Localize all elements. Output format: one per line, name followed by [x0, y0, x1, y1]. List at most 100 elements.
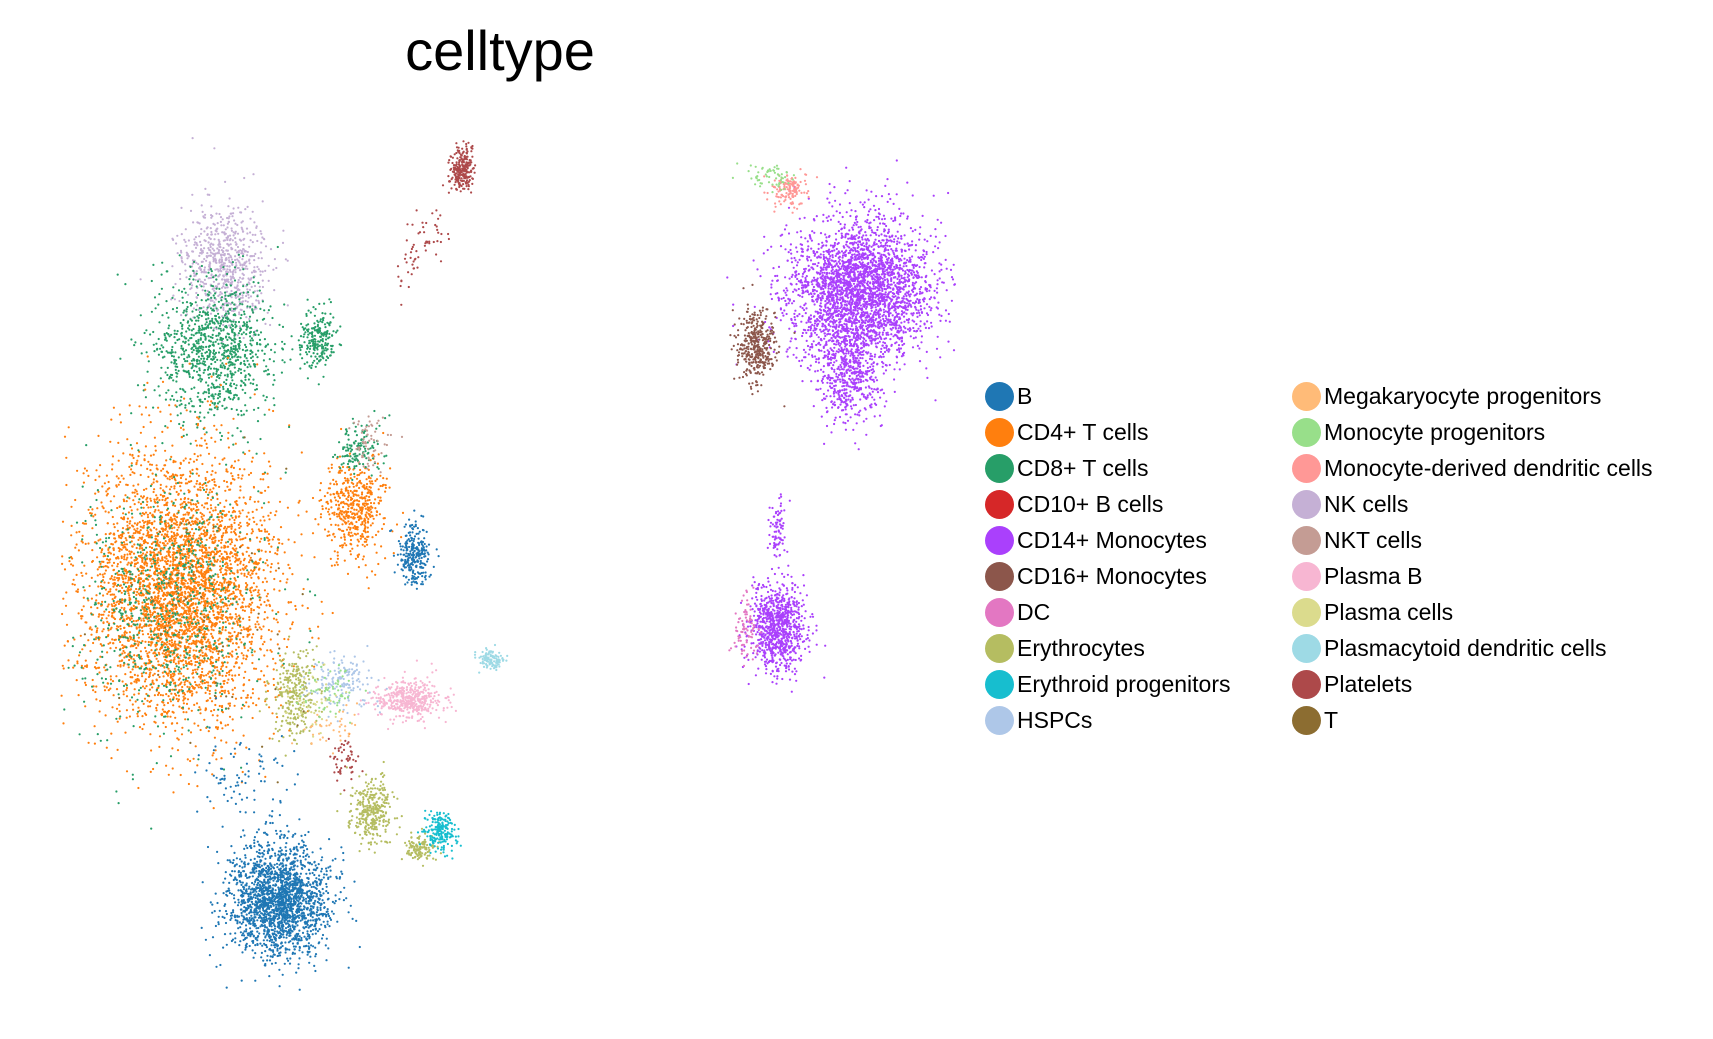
scatter-point — [222, 231, 225, 234]
scatter-point — [275, 510, 278, 513]
scatter-point — [331, 344, 334, 347]
scatter-point — [310, 364, 313, 367]
scatter-point — [170, 298, 173, 301]
scatter-point — [147, 475, 150, 478]
scatter-point — [229, 613, 232, 616]
scatter-point — [217, 513, 220, 516]
scatter-point — [283, 303, 286, 306]
scatter-point — [184, 406, 187, 409]
scatter-point — [236, 223, 239, 227]
scatter-point — [237, 473, 240, 477]
scatter-point — [195, 360, 199, 363]
scatter-point — [111, 598, 114, 601]
scatter-point — [202, 306, 205, 309]
scatter-point — [168, 324, 171, 327]
scatter-point — [197, 581, 200, 584]
scatter-point — [219, 365, 222, 369]
scatter-point — [199, 374, 202, 377]
scatter-point — [166, 373, 169, 377]
scatter-point — [195, 614, 198, 617]
scatter-point — [204, 187, 207, 190]
scatter-point — [247, 281, 250, 284]
scatter-point — [195, 566, 198, 570]
scatter-point — [231, 650, 234, 653]
scatter-point — [226, 238, 229, 241]
scatter-point — [205, 255, 208, 258]
scatter-point — [267, 373, 271, 376]
scatter-point — [249, 342, 252, 345]
scatter-point — [172, 379, 175, 382]
scatter-point — [193, 386, 196, 389]
scatter-point — [203, 630, 206, 633]
scatter-point — [257, 299, 260, 302]
scatter-point — [236, 358, 240, 361]
scatter-point — [118, 548, 122, 551]
scatter-point — [219, 364, 222, 367]
scatter-point — [242, 310, 246, 313]
scatter-point — [264, 399, 267, 402]
scatter-point — [300, 344, 303, 347]
scatter-point — [106, 561, 109, 565]
scatter-point — [133, 565, 136, 568]
scatter-point — [155, 348, 159, 351]
scatter-point — [207, 613, 210, 616]
scatter-point — [222, 387, 225, 391]
scatter-point — [152, 478, 155, 481]
scatter-point — [101, 485, 104, 488]
scatter-point — [252, 331, 256, 334]
scatter-point — [246, 205, 249, 208]
scatter-point — [171, 296, 174, 299]
scatter-point — [237, 332, 240, 335]
scatter-point — [316, 352, 319, 355]
scatter-point — [172, 791, 175, 794]
scatter-point — [187, 645, 190, 649]
scatter-point — [208, 305, 211, 308]
scatter-point — [253, 393, 256, 396]
scatter-point — [246, 250, 249, 254]
scatter-point — [297, 501, 300, 504]
scatter-point — [149, 506, 152, 509]
scatter-point — [245, 409, 248, 412]
scatter-point — [254, 667, 258, 670]
scatter-point — [182, 340, 185, 343]
scatter-point — [285, 613, 288, 616]
scatter-point — [217, 588, 220, 591]
scatter-point — [149, 644, 152, 647]
scatter-point — [207, 395, 210, 398]
scatter-point — [231, 506, 235, 509]
scatter-point — [159, 597, 162, 600]
scatter-point — [232, 207, 235, 210]
scatter-point — [267, 460, 271, 463]
scatter-point — [96, 574, 99, 577]
scatter-point — [240, 572, 243, 575]
scatter-point — [130, 617, 133, 620]
scatter-point — [184, 660, 187, 663]
scatter-point — [231, 516, 234, 519]
scatter-point — [182, 675, 185, 678]
scatter-point — [203, 357, 206, 360]
scatter-point — [166, 559, 170, 562]
scatter-point — [320, 353, 324, 356]
scatter-point — [178, 272, 182, 276]
scatter-point — [215, 334, 218, 337]
scatter-point — [226, 388, 229, 391]
scatter-point — [255, 384, 258, 387]
scatter-point — [222, 266, 225, 269]
scatter-point — [174, 504, 177, 507]
scatter-point — [158, 394, 161, 397]
scatter-point — [148, 545, 151, 549]
scatter-point — [180, 314, 183, 317]
scatter-point — [133, 693, 136, 696]
scatter-point — [264, 245, 268, 248]
scatter-point — [192, 334, 195, 337]
scatter-point — [220, 224, 223, 227]
scatter-point — [194, 278, 197, 282]
scatter-point — [93, 725, 96, 728]
scatter-point — [186, 667, 189, 671]
scatter-point — [233, 396, 236, 399]
scatter-point — [121, 598, 124, 601]
scatter-point — [141, 633, 145, 636]
scatter-point — [226, 661, 229, 664]
scatter-point — [226, 368, 229, 371]
scatter-point — [221, 573, 225, 577]
